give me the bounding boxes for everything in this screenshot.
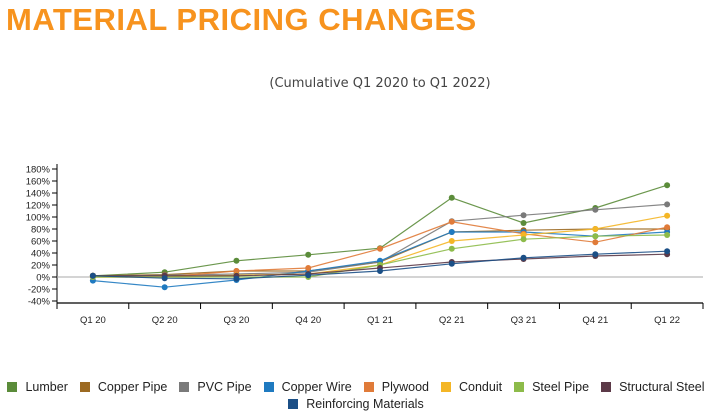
x-tick-label: Q4 20 — [295, 315, 321, 326]
x-tick-label: Q2 21 — [439, 315, 465, 326]
data-point — [377, 268, 383, 274]
x-axis: Q1 20 Q2 20 Q3 20 Q4 20 Q1 21 Q2 21 Q3 21 Q4 21… — [56, 302, 704, 326]
data-point — [520, 232, 527, 238]
legend-item[interactable]: Conduit — [440, 380, 503, 394]
legend-item[interactable]: PVC Pipe — [179, 380, 252, 394]
legend-label: Copper Wire — [281, 380, 352, 394]
data-point — [377, 245, 383, 252]
legend-item[interactable]: Copper Wire — [263, 380, 352, 394]
y-tick-label: -20% — [28, 285, 51, 296]
y-tick-label: 40% — [31, 249, 51, 260]
data-point — [233, 275, 240, 282]
legend-swatch — [288, 399, 299, 409]
y-tick-label: 140% — [26, 189, 51, 200]
x-tick-label: Q1 21 — [367, 315, 393, 326]
chart-title: MATERIAL PRICING CHANGES — [6, 2, 477, 37]
data-point — [520, 254, 527, 261]
data-point — [664, 232, 671, 238]
legend-label: Plywood — [381, 380, 429, 394]
data-point — [520, 212, 527, 219]
data-point — [448, 229, 455, 235]
legend-label: Steel Pipe — [532, 380, 590, 394]
data-point — [233, 268, 240, 274]
legend-swatch — [363, 382, 374, 392]
x-tick-label: Q1 20 — [80, 315, 106, 326]
legend-label: Copper Pipe — [97, 380, 168, 394]
x-tick-label: Q3 21 — [511, 315, 537, 326]
data-point — [305, 265, 312, 271]
legend-swatch — [263, 382, 274, 392]
data-point — [305, 272, 312, 279]
legend-item[interactable]: Steel Pipe — [514, 380, 589, 394]
data-point — [664, 212, 671, 219]
data-point — [592, 233, 599, 240]
data-point — [664, 224, 671, 231]
data-point — [664, 201, 671, 208]
legend-swatch — [179, 382, 190, 392]
data-point — [664, 248, 671, 255]
y-tick-label: 180% — [26, 165, 51, 176]
data-point — [448, 218, 455, 225]
x-tick-label: Q1 22 — [654, 315, 680, 326]
legend-swatch — [79, 382, 90, 392]
data-point — [377, 257, 383, 264]
y-tick-label: 0% — [36, 273, 50, 284]
data-point — [161, 284, 168, 291]
data-point — [592, 206, 599, 213]
data-point — [592, 251, 599, 258]
x-tick-label: Q4 21 — [582, 315, 608, 326]
legend-row: Lumber Copper Pipe PVC Pipe Copper Wire Plyw… — [0, 380, 712, 394]
data-point — [448, 260, 455, 267]
data-point — [448, 238, 455, 244]
legend-label: Reinforcing Materials — [306, 397, 424, 411]
data-point — [89, 272, 96, 279]
legend-swatch — [7, 382, 18, 392]
data-point — [520, 236, 527, 243]
data-point — [448, 194, 455, 201]
legend-label: Structural Steel — [619, 380, 705, 394]
y-tick-label: 160% — [26, 177, 51, 188]
y-tick-label: 60% — [31, 237, 51, 248]
x-tick-label: Q2 20 — [152, 315, 178, 326]
data-point — [448, 245, 455, 252]
legend-label: PVC Pipe — [197, 380, 252, 394]
data-point — [161, 275, 168, 282]
legend-item[interactable]: Plywood — [363, 380, 429, 394]
legend-row: Reinforcing Materials — [0, 397, 712, 411]
legend-swatch — [440, 382, 451, 392]
legend-item[interactable]: Reinforcing Materials — [288, 397, 424, 411]
y-tick-label: -40% — [28, 297, 51, 308]
legend-swatch — [514, 382, 525, 392]
data-point — [664, 182, 671, 189]
data-point — [592, 239, 599, 246]
series-layer — [89, 182, 671, 291]
chart-subtitle: (Cumulative Q1 2020 to Q1 2022) — [269, 76, 491, 91]
x-tick-label: Q3 20 — [223, 315, 249, 326]
legend-item[interactable]: Structural Steel — [601, 380, 705, 394]
legend: Lumber Copper Pipe PVC Pipe Copper Wire Plyw… — [0, 380, 712, 414]
series-copper-wire — [89, 229, 671, 291]
legend-label: Conduit — [458, 380, 503, 394]
data-point — [520, 220, 527, 226]
y-tick-label: 100% — [26, 213, 51, 224]
data-point — [305, 251, 312, 258]
data-point — [233, 257, 240, 264]
legend-item[interactable]: Lumber — [7, 380, 68, 394]
legend-label: Lumber — [25, 380, 68, 394]
y-tick-label: 120% — [26, 201, 51, 212]
legend-item[interactable]: Copper Pipe — [79, 380, 168, 394]
series-reinforcing-materials — [89, 248, 671, 282]
legend-swatch — [601, 382, 612, 392]
data-point — [592, 226, 599, 232]
y-tick-label: 80% — [31, 225, 51, 236]
y-tick-label: 20% — [31, 261, 51, 272]
